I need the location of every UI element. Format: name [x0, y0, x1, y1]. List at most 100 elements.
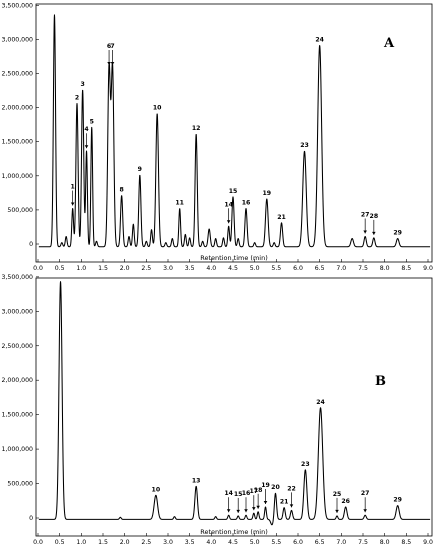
y-tick-label-b-2: 1,000,000 — [2, 446, 34, 453]
y-tick-label-b-0: 0 — [29, 515, 33, 522]
peak-label-b-17: 17 — [249, 488, 258, 495]
x-tick-label-a-18: 9.0 — [423, 265, 433, 272]
y-tick-label-a-3: 1,500,000 — [2, 139, 34, 146]
peak-label-b-21: 21 — [280, 499, 289, 506]
x-tick-label-b-11: 5.5 — [271, 539, 281, 546]
peak-label-b-13: 13 — [192, 477, 201, 484]
peak-label-a-6: 6 — [107, 43, 111, 50]
x-tick-label-a-8: 4.0 — [206, 265, 216, 272]
y-tick-label-b-1: 500,000 — [7, 481, 33, 488]
peak-label-b-29: 29 — [393, 497, 402, 504]
peak-label-a-1: 1 — [71, 184, 75, 191]
peak-label-a-5: 5 — [90, 118, 94, 125]
y-tick-label-b-3: 1,500,000 — [2, 412, 34, 419]
x-tick-label-a-17: 8.5 — [401, 265, 411, 272]
x-tick-label-a-12: 6.0 — [293, 265, 303, 272]
x-tick-label-a-3: 1.5 — [98, 265, 108, 272]
peak-arrowhead-b-19 — [263, 500, 268, 504]
peak-label-a-24: 24 — [315, 37, 324, 44]
peak-label-a-14: 14 — [224, 201, 233, 208]
peak-label-b-20: 20 — [271, 484, 280, 491]
peak-label-a-28: 28 — [370, 213, 379, 220]
peak-arrowhead-b-22 — [289, 504, 294, 508]
peak-arrowhead-b-16 — [244, 509, 248, 513]
y-tick-label-a-2: 1,000,000 — [2, 173, 34, 180]
peak-arrowhead-b-14 — [226, 509, 231, 513]
peak-label-a-27: 27 — [361, 211, 370, 218]
x-tick-label-b-18: 9.0 — [423, 539, 433, 546]
peak-label-a-15: 15 — [229, 188, 238, 195]
panel-a-chromatogram: A 0 500,000 1,000,000 1,500,000 2,000,000 2,5… — [2, 2, 433, 272]
peak-label-b-18: 18 — [254, 487, 263, 494]
x-tick-label-a-6: 3.0 — [163, 265, 173, 272]
x-tick-label-a-10: 5.0 — [250, 265, 260, 272]
peak-label-a-4: 4 — [84, 126, 89, 133]
x-tick-label-b-5: 2.5 — [141, 539, 151, 546]
peak-label-b-10: 10 — [152, 486, 161, 493]
y-tick-label-a-1: 500,000 — [7, 207, 33, 214]
y-tick-label-a-6: 3,000,000 — [2, 36, 34, 43]
peak-label-b-25: 25 — [333, 491, 342, 498]
peak-label-b-16: 16 — [242, 490, 251, 497]
peak-arrowhead-b-18 — [256, 505, 260, 509]
peak-arrowhead-b-25 — [335, 509, 339, 513]
peak-arrowhead-b-15 — [236, 509, 240, 513]
y-tick-label-b-4: 2,000,000 — [2, 377, 34, 384]
x-tick-label-b-13: 6.5 — [315, 539, 325, 546]
x-axis-title-a: Retention time (min) — [200, 254, 268, 262]
x-tick-label-b-4: 2.0 — [120, 539, 130, 546]
x-tick-label-a-11: 5.5 — [271, 265, 281, 272]
x-tick-label-a-9: 4.5 — [228, 265, 238, 272]
y-tick-label-b-7: 3,500,000 — [2, 274, 34, 281]
x-tick-label-b-2: 1.0 — [76, 539, 86, 546]
peak-arrowhead-a-7 — [110, 62, 115, 66]
chromatogram-trace-b — [38, 281, 431, 526]
panel-b-chromatogram: B 0 500,000 1,000,000 1,500,000 2,000,000 2,5… — [2, 274, 433, 546]
x-tick-label-a-7: 3.5 — [185, 265, 195, 272]
peak-label-b-24: 24 — [316, 399, 325, 406]
peak-label-b-22: 22 — [287, 485, 296, 492]
x-tick-label-b-1: 0.5 — [55, 539, 65, 546]
peak-label-a-3: 3 — [80, 81, 84, 88]
x-tick-label-b-6: 3.0 — [163, 539, 173, 546]
x-tick-label-a-5: 2.5 — [141, 265, 151, 272]
peak-label-a-23: 23 — [300, 142, 309, 149]
y-tick-label-b-6: 3,000,000 — [2, 308, 34, 315]
panel-b-frame — [35, 277, 433, 537]
peak-label-b-14: 14 — [224, 490, 233, 497]
x-axis-title-b: Retention time (min) — [200, 528, 268, 536]
panel-a-frame — [35, 3, 433, 263]
y-tick-label-b-5: 2,500,000 — [2, 343, 34, 350]
y-tick-label-a-7: 3,500,000 — [2, 2, 34, 9]
peak-arrowhead-a-27 — [363, 230, 367, 234]
x-tick-label-b-15: 7.5 — [358, 539, 368, 546]
peak-arrowhead-a-14 — [226, 220, 231, 224]
y-tick-label-a-0: 0 — [29, 241, 33, 248]
chromatogram-trace-a — [38, 14, 431, 248]
x-tick-label-a-1: 0.5 — [55, 265, 65, 272]
peak-arrowhead-b-17 — [252, 507, 256, 511]
x-tick-label-a-14: 7.0 — [336, 265, 346, 272]
peak-label-a-2: 2 — [75, 95, 79, 102]
peak-label-a-11: 11 — [175, 200, 184, 207]
peak-label-b-27: 27 — [361, 490, 370, 497]
y-tick-label-a-5: 2,500,000 — [2, 71, 34, 78]
x-tick-label-a-4: 2.0 — [120, 265, 130, 272]
x-tick-label-b-0: 0.0 — [33, 539, 43, 546]
peak-label-a-12: 12 — [192, 125, 201, 132]
x-tick-label-b-3: 1.5 — [98, 539, 108, 546]
peak-label-b-19: 19 — [261, 482, 270, 489]
x-tick-label-a-2: 1.0 — [76, 265, 86, 272]
peak-label-a-10: 10 — [153, 105, 162, 112]
x-tick-label-b-7: 3.5 — [185, 539, 195, 546]
x-tick-label-b-8: 4.0 — [206, 539, 216, 546]
x-tick-label-a-13: 6.5 — [315, 265, 325, 272]
peak-label-a-16: 16 — [242, 200, 251, 207]
peak-label-a-7: 7 — [110, 43, 114, 50]
x-tick-label-b-10: 5.0 — [250, 539, 260, 546]
x-tick-label-b-14: 7.0 — [336, 539, 346, 546]
peak-arrowhead-a-4 — [84, 145, 89, 149]
x-tick-label-b-16: 8.0 — [380, 539, 390, 546]
